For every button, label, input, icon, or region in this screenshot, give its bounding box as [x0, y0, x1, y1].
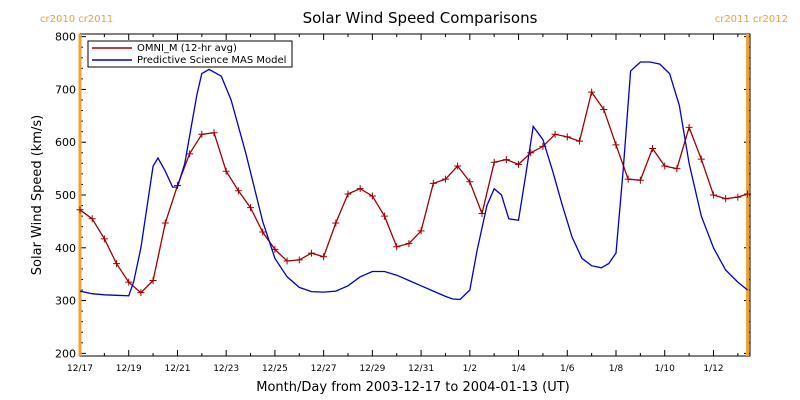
data-point: [624, 175, 632, 183]
data-point: [527, 149, 535, 157]
plot-frame: [79, 33, 751, 357]
x-tick-label: 1/2: [463, 364, 477, 374]
x-tick-label: 12/19: [116, 364, 142, 374]
x-tick-label: 12/29: [359, 364, 385, 374]
y-tick-label: 500: [55, 189, 76, 202]
y-tick-label: 800: [55, 31, 76, 44]
data-point: [356, 185, 364, 193]
data-point: [307, 249, 315, 257]
x-tick-label: 1/10: [655, 364, 675, 374]
data-point: [588, 88, 596, 96]
chart-title: Solar Wind Speed Comparisons: [303, 9, 538, 27]
data-point: [100, 235, 108, 243]
data-point: [381, 212, 389, 220]
data-point: [198, 130, 206, 138]
x-axis-label: Month/Day from 2003-12-17 to 2004-01-13 …: [256, 380, 569, 395]
data-point: [454, 162, 462, 170]
x-tick-label: 12/23: [213, 364, 239, 374]
data-point: [283, 257, 291, 265]
data-point: [515, 160, 523, 168]
rotation-marker-label: cr2011 cr2012: [715, 14, 788, 25]
data-point: [332, 219, 340, 227]
data-point: [466, 178, 474, 186]
data-point: [149, 277, 157, 285]
x-tick-label: 12/25: [262, 364, 288, 374]
data-point: [247, 204, 255, 212]
data-point: [478, 209, 486, 217]
data-point: [600, 105, 608, 113]
y-axis: 200 300 400 500 600 700 800: [55, 31, 750, 360]
x-tick-label: 1/4: [511, 364, 526, 374]
data-point: [697, 155, 705, 163]
x-tick-label: 12/31: [408, 364, 434, 374]
data-point: [344, 190, 352, 198]
y-tick-label: 600: [55, 136, 76, 149]
y-tick-label: 200: [55, 347, 76, 360]
x-tick-label: 1/6: [560, 364, 575, 374]
data-point: [661, 162, 669, 170]
data-point: [636, 176, 644, 184]
data-point: [393, 243, 401, 251]
data-point: [685, 123, 693, 131]
legend-label-omni: OMNI_M (12-hr avg): [137, 43, 237, 54]
data-point: [417, 227, 425, 235]
data-point: [368, 192, 376, 200]
x-tick-label: 1/8: [609, 364, 624, 374]
x-tick-label: 12/27: [311, 364, 337, 374]
data-point: [320, 253, 328, 261]
data-point: [161, 219, 169, 227]
data-point: [222, 167, 230, 175]
data-point: [441, 175, 449, 183]
legend-box: [87, 40, 293, 68]
legend-label-mas: Predictive Science MAS Model: [137, 55, 286, 66]
data-point: [137, 289, 145, 297]
series-layer: [76, 61, 752, 301]
y-tick-label: 700: [55, 83, 76, 96]
data-point: [295, 256, 303, 264]
y-tick-label: 400: [55, 242, 76, 255]
data-point: [429, 179, 437, 187]
data-point: [649, 145, 657, 153]
data-point: [734, 193, 742, 201]
x-axis: 12/17 12/19 12/21 12/23 12/25 12/27 12/29 12/31…: [67, 34, 739, 374]
series-line-1: [79, 61, 749, 301]
data-point: [575, 137, 583, 145]
data-point: [259, 228, 267, 236]
x-tick-label: 12/17: [67, 364, 93, 374]
data-point: [673, 165, 681, 173]
data-point: [490, 158, 498, 166]
legend: OMNI_M (12-hr avg) Predictive Science MA…: [87, 40, 293, 68]
data-point: [502, 156, 510, 164]
data-point: [234, 187, 242, 195]
data-point: [709, 191, 717, 199]
y-axis-label: Solar Wind Speed (km/s): [30, 115, 45, 275]
data-point: [563, 133, 571, 141]
data-point: [744, 190, 752, 198]
data-point: [186, 150, 194, 158]
data-point: [405, 240, 413, 248]
x-tick-label: 1/12: [703, 364, 723, 374]
series-line-0: [79, 90, 748, 294]
data-point: [210, 129, 218, 137]
data-point: [113, 260, 121, 268]
data-point: [612, 141, 620, 149]
data-point: [722, 195, 730, 203]
data-point: [551, 130, 559, 138]
data-point: [76, 206, 84, 214]
x-tick-label: 12/21: [164, 364, 190, 374]
data-point: [125, 278, 133, 286]
data-point: [88, 215, 96, 223]
y-tick-label: 300: [55, 295, 76, 308]
rotation-marker-label: cr2010 cr2011: [40, 14, 113, 25]
